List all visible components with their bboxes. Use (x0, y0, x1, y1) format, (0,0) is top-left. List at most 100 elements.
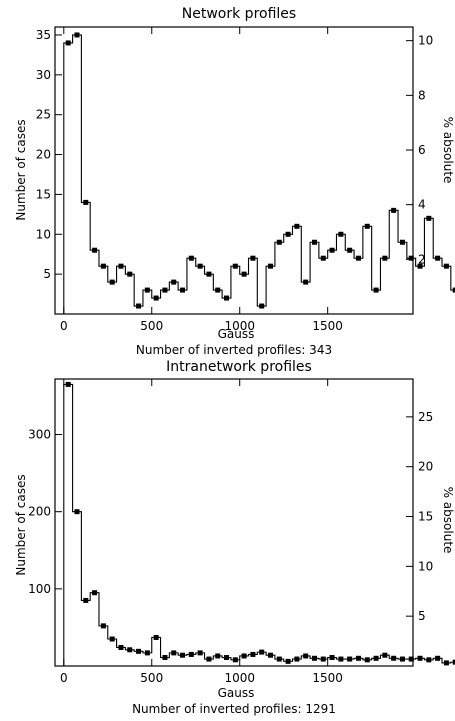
x-axis-label: Gauss (218, 327, 255, 341)
bin-marker (452, 659, 455, 665)
y-tick-label: 35 (36, 28, 51, 42)
network-profiles-panel: Network profiles Gauss Number of inverte… (14, 6, 455, 357)
bin-marker (74, 509, 80, 515)
x-axis-label: Gauss (218, 686, 255, 700)
y2-tick-label: 8 (418, 88, 426, 102)
bin-marker (382, 652, 388, 658)
bin-marker (224, 295, 230, 301)
bin-marker (144, 287, 150, 293)
y-tick-label: 15 (36, 187, 51, 201)
bin-marker (452, 287, 455, 293)
bin-marker (303, 279, 309, 285)
bin-marker (382, 255, 388, 261)
y2-tick-label: 4 (418, 198, 426, 212)
bin-marker (338, 231, 344, 237)
histogram-outline (63, 383, 455, 666)
bin-marker (399, 656, 405, 662)
bin-marker (285, 231, 291, 237)
y2-tick-label: 2 (418, 252, 426, 266)
y2-tick-label: 10 (418, 34, 433, 48)
y-tick-label: 200 (28, 505, 51, 519)
bin-marker (294, 223, 300, 229)
bin-marker (373, 655, 379, 661)
y-tick-label: 10 (36, 227, 51, 241)
bin-marker (364, 223, 370, 229)
bin-marker (83, 597, 89, 603)
bin-marker (426, 657, 432, 663)
bin-marker (206, 271, 212, 277)
x-tick-label: 0 (60, 671, 68, 685)
bin-marker (320, 255, 326, 261)
bin-marker (215, 653, 221, 659)
bin-marker (250, 255, 256, 261)
bin-marker (276, 656, 282, 662)
bin-marker (355, 655, 361, 661)
axes: 0 500 1000 1500 5 10 15 20 25 30 35 2 4 6 8 10 (36, 27, 433, 333)
y2-tick-label: 15 (418, 510, 433, 524)
chart-title: Network profiles (182, 6, 296, 22)
bin-marker (153, 295, 159, 301)
y-tick-label: 25 (36, 108, 51, 122)
bin-marker (153, 634, 159, 640)
bin-marker (399, 239, 405, 245)
inverted-profiles-note: Number of inverted profiles: 343 (136, 343, 332, 357)
inverted-profiles-note: Number of inverted profiles: 1291 (132, 702, 336, 716)
bin-marker (136, 303, 142, 309)
bin-marker (268, 652, 274, 658)
x-tick-label: 1500 (312, 671, 343, 685)
bin-marker (241, 653, 247, 659)
bin-marker (197, 650, 203, 656)
bin-marker (408, 656, 414, 662)
bin-marker (338, 656, 344, 662)
y2-tick-label: 5 (418, 609, 426, 623)
y2-tick-label: 20 (418, 460, 433, 474)
bin-marker (311, 655, 317, 661)
bin-marker (250, 651, 256, 657)
y-tick-label: 300 (28, 428, 51, 442)
bin-marker (408, 255, 414, 261)
x-tick-label: 500 (140, 671, 163, 685)
bin-marker (347, 247, 353, 253)
bin-marker (171, 650, 177, 656)
bin-marker (268, 263, 274, 269)
bin-marker (127, 647, 133, 653)
bin-marker (215, 287, 221, 293)
bin-marker (443, 660, 449, 666)
bin-marker (311, 239, 317, 245)
bin-marker (180, 287, 186, 293)
bin-marker (100, 263, 106, 269)
y-tick-label: 100 (28, 582, 51, 596)
bin-marker (144, 650, 150, 656)
x-tick-label: 500 (140, 319, 163, 333)
bin-marker (435, 655, 441, 661)
y2-tick-label: 10 (418, 559, 433, 573)
x-tick-label: 1000 (224, 319, 255, 333)
bin-marker (391, 207, 397, 213)
bin-marker (329, 247, 335, 253)
bin-marker (136, 648, 142, 654)
intranetwork-profiles-panel: Intranetwork profiles Gauss Number of in… (14, 359, 455, 716)
bin-marker (232, 263, 238, 269)
y2-tick-label: 25 (418, 410, 433, 424)
chart-title: Intranetwork profiles (166, 359, 312, 375)
axes: 0 500 1000 1500 100 200 300 5 10 15 20 25 (28, 379, 433, 685)
bin-marker (259, 649, 265, 655)
bin-marker (180, 652, 186, 658)
bin-marker (83, 199, 89, 205)
bin-marker (162, 655, 168, 661)
bin-marker (118, 644, 124, 650)
bin-marker (206, 656, 212, 662)
bin-marker (426, 215, 432, 221)
bin-marker (65, 381, 71, 387)
bin-marker (162, 287, 168, 293)
y2-axis-label: % absolute (441, 117, 455, 184)
y-axis-label: Number of cases (14, 474, 28, 575)
y-tick-label: 30 (36, 68, 51, 82)
histogram (63, 32, 455, 314)
bin-marker (100, 623, 106, 629)
bin-marker (276, 239, 282, 245)
bin-marker (197, 263, 203, 269)
bin-marker (127, 271, 133, 277)
bin-marker (232, 657, 238, 663)
y-axis-label: Number of cases (14, 119, 28, 220)
